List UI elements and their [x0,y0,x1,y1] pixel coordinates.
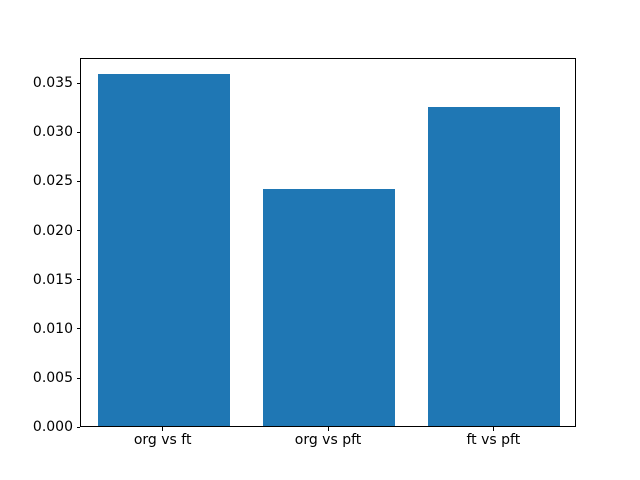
x-tick-label: ft vs pft [466,432,521,448]
x-tick-mark [327,427,329,431]
y-tick-mark [76,131,80,133]
y-tick-mark [76,82,80,84]
x-tick-label: org vs pft [294,432,362,448]
y-tick-label: 0.030 [32,124,73,141]
bar-org-vs-pft [262,189,396,427]
y-tick-label: 0.010 [32,320,73,337]
y-tick-mark [76,426,80,428]
y-tick-mark [76,230,80,232]
x-tick-label: org vs ft [133,432,192,448]
y-tick-label: 0.015 [32,271,73,288]
x-tick-mark [492,427,494,431]
bar-ft-vs-pft [428,106,561,427]
y-tick-label: 0.020 [32,222,73,239]
bar-org-vs-ft [97,74,230,427]
y-tick-mark [76,180,80,182]
y-tick-label: 0.005 [32,370,73,387]
y-tick-mark [76,279,80,281]
y-tick-mark [76,328,80,330]
y-tick-label: 0.035 [32,75,73,92]
x-tick-mark [162,427,164,431]
plot-area [80,57,576,428]
y-tick-label: 0.000 [32,419,73,436]
y-tick-label: 0.025 [32,173,73,190]
y-tick-mark [76,377,80,379]
